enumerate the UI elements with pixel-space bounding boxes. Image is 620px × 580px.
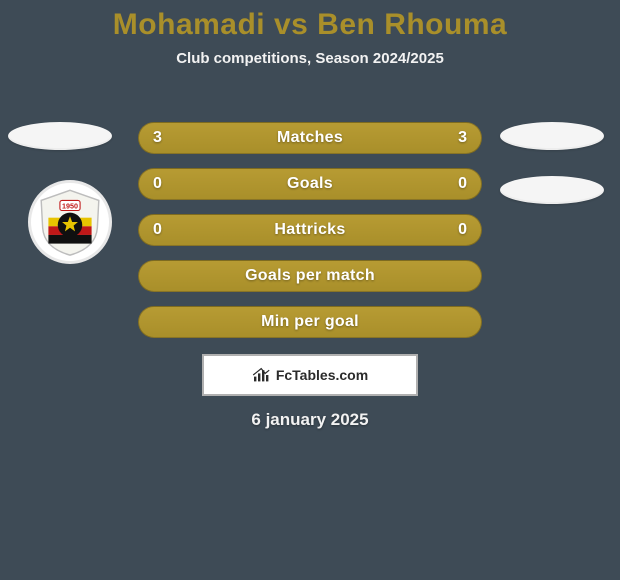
stat-right-value: 3: [427, 129, 467, 147]
stat-row-goals: 0 Goals 0: [138, 168, 482, 200]
source-text: FcTables.com: [276, 367, 368, 383]
player-right-placeholder: [500, 122, 604, 150]
club-left-badge: 1950: [28, 180, 112, 264]
date-label: 6 january 2025: [0, 410, 620, 430]
stat-label: Goals: [193, 175, 427, 193]
club-crest-icon: 1950: [34, 186, 106, 258]
bar-chart-icon: [252, 367, 272, 383]
source-attribution: FcTables.com: [202, 354, 418, 396]
club-right-placeholder: [500, 176, 604, 204]
stats-table: 3 Matches 3 0 Goals 0 0 Hattricks 0 Goal…: [138, 122, 482, 352]
stat-row-goals-per-match: Goals per match: [138, 260, 482, 292]
stat-left-value: 0: [153, 175, 193, 193]
stat-label: Matches: [193, 129, 427, 147]
stat-left-value: 0: [153, 221, 193, 239]
svg-text:1950: 1950: [62, 201, 78, 210]
stat-right-value: 0: [427, 175, 467, 193]
page-title: Mohamadi vs Ben Rhouma: [0, 0, 620, 42]
stat-right-value: 0: [427, 221, 467, 239]
player-left-placeholder: [8, 122, 112, 150]
stat-label: Hattricks: [193, 221, 427, 239]
stat-row-hattricks: 0 Hattricks 0: [138, 214, 482, 246]
stat-left-value: 3: [153, 129, 193, 147]
comparison-infographic: Mohamadi vs Ben Rhouma Club competitions…: [0, 0, 620, 580]
stat-label: Goals per match: [193, 267, 427, 285]
stat-row-min-per-goal: Min per goal: [138, 306, 482, 338]
stat-row-matches: 3 Matches 3: [138, 122, 482, 154]
stat-label: Min per goal: [193, 313, 427, 331]
page-subtitle: Club competitions, Season 2024/2025: [0, 50, 620, 67]
